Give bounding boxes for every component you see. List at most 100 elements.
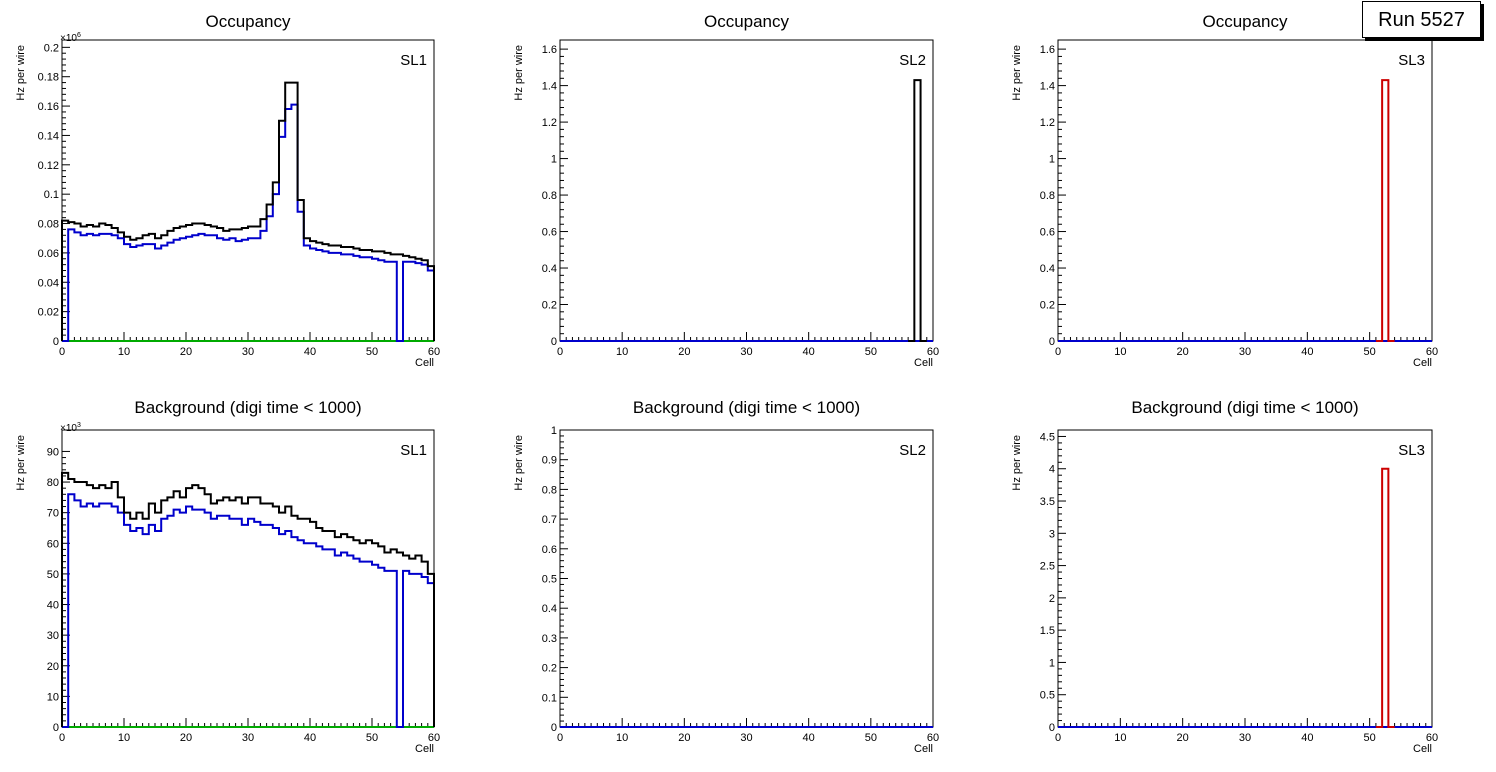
- y-tick-label: 1: [1049, 154, 1055, 166]
- x-tick-label: 40: [803, 346, 815, 358]
- histogram-series: [61, 471, 435, 727]
- y-tick-label: 1.4: [542, 81, 557, 93]
- y-tick-label: 80: [47, 477, 59, 489]
- x-tick-label: 50: [865, 346, 877, 358]
- x-axis-label: Cell: [914, 357, 933, 369]
- histogram-series: [62, 493, 435, 728]
- y-tick-label: 0: [53, 722, 59, 734]
- y-tick-label: 0.08: [38, 219, 59, 231]
- y-tick-label: 2: [1049, 593, 1055, 605]
- x-tick-label: 50: [865, 732, 877, 744]
- plot-frame: [559, 429, 934, 728]
- y-tick-label: 0.4: [1040, 263, 1055, 275]
- y-tick-label: 0.8: [542, 190, 557, 202]
- x-tick-label: 50: [366, 732, 378, 744]
- x-tick-label: 30: [242, 732, 254, 744]
- superlayer-label: SL1: [400, 442, 427, 459]
- histogram-panel-1: Occupancy 0 0.02 0.04 0.06 0.08 0.1 0.12 0.14 0.1…: [15, 12, 440, 369]
- histogram-series: [62, 103, 435, 342]
- x-tick-label: 20: [678, 346, 690, 358]
- y-axis-label: Hz per wire: [1011, 45, 1023, 101]
- panel-title: Background (digi time < 1000): [633, 398, 860, 417]
- x-tick-label: 20: [678, 732, 690, 744]
- superlayer-label: SL2: [899, 52, 926, 69]
- x-tick-label: 10: [1114, 346, 1126, 358]
- y-tick-label: 0.2: [542, 663, 557, 675]
- plot-frame: [61, 429, 435, 728]
- y-tick-label: 3.5: [1040, 496, 1055, 508]
- y-tick-label: 0.5: [542, 574, 557, 586]
- y-tick-label: 0.12: [38, 160, 59, 172]
- plot-frame: [1057, 39, 1433, 342]
- x-tick-label: 40: [803, 732, 815, 744]
- histogram-panel-3: Occupancy 0 0.2 0.4 0.6 0.8 1 1.2 1.4 1.6 0 10 20 30 4…: [1011, 12, 1438, 369]
- x-tick-label: 10: [1114, 732, 1126, 744]
- y-tick-label: 0: [551, 722, 557, 734]
- x-tick-label: 60: [927, 346, 939, 358]
- x-tick-label: 60: [927, 732, 939, 744]
- x-tick-label: 50: [1364, 346, 1376, 358]
- y-tick-label: 0: [551, 336, 557, 348]
- superlayer-label: SL3: [1398, 52, 1425, 69]
- y-axis-label: Hz per wire: [15, 45, 27, 101]
- y-tick-label: 20: [47, 661, 59, 673]
- histogram-series: [908, 79, 927, 342]
- y-tick-label: 30: [47, 630, 59, 642]
- x-tick-label: 60: [428, 346, 440, 358]
- x-tick-label: 30: [1239, 732, 1251, 744]
- axis-exponent-label: ×106: [60, 32, 81, 44]
- x-axis-label: Cell: [415, 357, 434, 369]
- axis-exponent-label: ×103: [60, 422, 81, 434]
- y-tick-label: 1.5: [1040, 625, 1055, 637]
- y-tick-label: 0.4: [542, 603, 557, 615]
- y-tick-label: 2.5: [1040, 561, 1055, 573]
- y-tick-label: 1.2: [542, 117, 557, 129]
- x-tick-label: 60: [1426, 346, 1438, 358]
- x-tick-label: 40: [304, 346, 316, 358]
- histogram-panel-2: Occupancy 0 0.2 0.4 0.6 0.8 1 1.2 1.4 1.6 0 10 20 30 4…: [513, 12, 939, 369]
- x-axis-label: Cell: [1413, 743, 1432, 755]
- y-tick-label: 60: [47, 538, 59, 550]
- y-tick-label: 0.6: [1040, 227, 1055, 239]
- y-tick-label: 0.1: [542, 692, 557, 704]
- x-tick-label: 10: [616, 346, 628, 358]
- histogram-panel-6: Background (digi time < 1000) 0 0.5 1 1.5 2 2.…: [1011, 398, 1438, 755]
- histogram-panel-5: Background (digi time < 1000) 0 0.1 0.2 0.3 0…: [513, 398, 939, 755]
- x-tick-label: 60: [1426, 732, 1438, 744]
- y-axis-label: Hz per wire: [513, 435, 525, 491]
- y-tick-label: 0.14: [38, 130, 59, 142]
- x-tick-label: 10: [616, 732, 628, 744]
- y-tick-label: 1.6: [1040, 44, 1055, 56]
- run-number-label: Run 5527: [1362, 1, 1481, 38]
- x-tick-label: 30: [740, 346, 752, 358]
- plot-frame: [559, 39, 934, 342]
- x-tick-label: 50: [366, 346, 378, 358]
- y-tick-label: 0.1: [44, 189, 59, 201]
- x-tick-label: 40: [1301, 732, 1313, 744]
- y-tick-label: 0.8: [542, 484, 557, 496]
- x-tick-label: 60: [428, 732, 440, 744]
- panel-title: Occupancy: [1202, 12, 1288, 31]
- y-tick-label: 50: [47, 569, 59, 581]
- y-tick-label: 1: [551, 154, 557, 166]
- y-tick-label: 90: [47, 446, 59, 458]
- y-tick-label: 0: [53, 336, 59, 348]
- panel-title: Occupancy: [704, 12, 790, 31]
- x-tick-label: 0: [1055, 346, 1061, 358]
- y-tick-label: 0.7: [542, 514, 557, 526]
- panel-title: Background (digi time < 1000): [134, 398, 361, 417]
- superlayer-label: SL2: [899, 442, 926, 459]
- x-tick-label: 40: [1301, 346, 1313, 358]
- panel-title: Background (digi time < 1000): [1131, 398, 1358, 417]
- y-tick-label: 0.6: [542, 227, 557, 239]
- x-tick-label: 20: [1177, 346, 1189, 358]
- x-tick-label: 0: [557, 346, 563, 358]
- y-axis-label: Hz per wire: [15, 435, 27, 491]
- y-tick-label: 0.18: [38, 72, 59, 84]
- y-tick-label: 0.8: [1040, 190, 1055, 202]
- y-axis-label: Hz per wire: [1011, 435, 1023, 491]
- y-tick-label: 0.5: [1040, 690, 1055, 702]
- x-tick-label: 40: [304, 732, 316, 744]
- x-tick-label: 30: [740, 732, 752, 744]
- x-tick-label: 30: [242, 346, 254, 358]
